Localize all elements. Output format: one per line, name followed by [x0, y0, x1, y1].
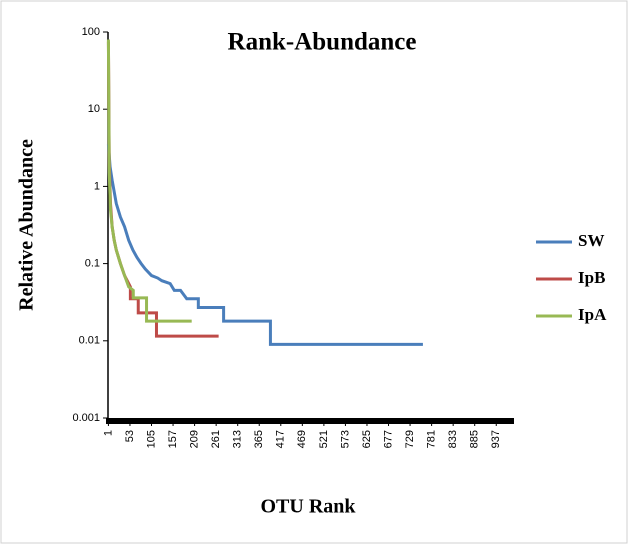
x-tick-label: 625	[361, 430, 373, 448]
x-tick-label: 313	[232, 430, 244, 448]
x-tick-label: 417	[275, 430, 287, 448]
y-tick-label: 0.001	[72, 412, 100, 424]
y-tick-label: 10	[88, 103, 100, 115]
x-tick-label: 157	[167, 430, 179, 448]
x-tick-label: 209	[189, 430, 201, 448]
x-axis-title: OTU Rank	[260, 496, 356, 518]
x-tick-label: 729	[404, 430, 416, 448]
x-tick-label: 1	[102, 430, 114, 436]
x-axis	[106, 418, 514, 424]
chart-title: Rank-Abundance	[228, 29, 417, 56]
series-line	[106, 39, 192, 323]
x-tick-label: 105	[145, 430, 157, 448]
x-tick-label: 365	[253, 430, 265, 448]
legend-label: SW	[578, 231, 604, 250]
x-tick-label: 261	[210, 430, 222, 448]
y-tick-label: 0.1	[85, 258, 100, 270]
x-tick-label: 885	[469, 430, 481, 448]
x-tick-label: 469	[296, 430, 308, 448]
x-tick-label: 677	[382, 430, 394, 448]
x-tick-label: 53	[124, 430, 136, 442]
x-tick-label: 573	[339, 430, 351, 448]
series-line	[106, 144, 423, 346]
y-axis-title: Relative Abundance	[16, 139, 38, 311]
x-tick-label: 521	[318, 430, 330, 448]
y-tick-label: 1	[94, 180, 100, 192]
x-tick-label: 781	[426, 430, 438, 448]
legend-label: IpB	[578, 268, 605, 287]
legend-label: IpA	[578, 305, 607, 324]
x-tick-label: 937	[490, 430, 502, 448]
y-tick-label: 100	[82, 26, 100, 38]
x-tick-label: 833	[447, 430, 459, 448]
y-tick-label: 0.01	[79, 335, 100, 347]
